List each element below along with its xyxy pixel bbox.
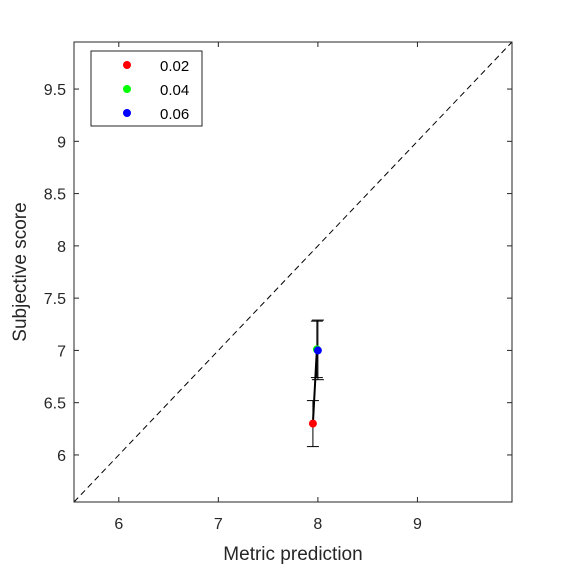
identity-reference-line	[73, 41, 513, 503]
y-tick-label: 6.5	[44, 396, 66, 413]
axes-box	[73, 41, 513, 503]
x-tick-label: 8	[313, 516, 322, 533]
y-tick-label: 7	[57, 343, 66, 360]
legend-marker	[123, 61, 131, 69]
y-axis-label: Subjective score	[10, 202, 31, 341]
x-axis-ticks: 6 7 8 9	[114, 42, 422, 533]
legend-box	[90, 50, 203, 127]
y-tick-label: 8.5	[44, 187, 66, 204]
legend-label: 0.06	[160, 106, 189, 123]
legend-marker	[123, 109, 131, 117]
legend-label: 0.02	[160, 58, 189, 75]
y-axis-ticks: 6 6.5 7 7.5 8 8.5 9 9.5	[44, 82, 512, 465]
y-tick-label: 7.5	[44, 291, 66, 308]
x-tick-label: 9	[413, 516, 422, 533]
data-point	[313, 346, 322, 355]
legend-label: 0.04	[160, 82, 189, 99]
x-axis-label: Metric prediction	[223, 544, 362, 565]
y-tick-label: 9	[57, 134, 66, 151]
y-tick-label: 8	[57, 239, 66, 256]
data-point	[308, 419, 317, 428]
data-points	[308, 345, 322, 428]
x-tick-label: 7	[214, 516, 223, 533]
legend-marker	[123, 85, 131, 93]
x-tick-label: 6	[114, 516, 123, 533]
y-tick-label: 6	[57, 448, 66, 465]
y-tick-label: 9.5	[44, 82, 66, 99]
legend: 0.02 0.04 0.06	[90, 50, 203, 127]
